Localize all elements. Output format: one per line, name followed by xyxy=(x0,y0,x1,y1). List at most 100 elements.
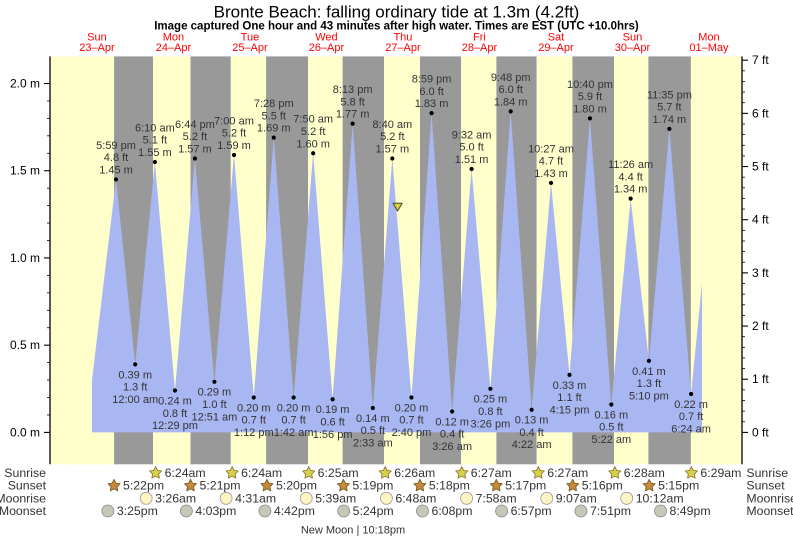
svg-text:5:10 pm: 5:10 pm xyxy=(629,390,669,402)
svg-text:4.4 ft: 4.4 ft xyxy=(618,171,642,183)
svg-text:25–Apr: 25–Apr xyxy=(232,42,268,54)
svg-text:1.77 m: 1.77 m xyxy=(336,109,370,121)
svg-text:5.0 ft: 5.0 ft xyxy=(459,142,483,154)
svg-text:6 ft: 6 ft xyxy=(752,106,769,120)
svg-text:12:00 am: 12:00 am xyxy=(112,394,158,406)
svg-text:0.19 m: 0.19 m xyxy=(316,404,350,416)
svg-text:5:59 pm: 5:59 pm xyxy=(96,140,136,152)
svg-text:8:59 pm: 8:59 pm xyxy=(412,74,452,86)
svg-text:5.8 ft: 5.8 ft xyxy=(340,96,364,108)
svg-text:0.16 m: 0.16 m xyxy=(594,409,628,421)
svg-text:4.7 ft: 4.7 ft xyxy=(539,156,563,168)
svg-text:10:40 pm: 10:40 pm xyxy=(567,79,613,91)
svg-text:4:03pm: 4:03pm xyxy=(195,504,236,518)
svg-text:3 ft: 3 ft xyxy=(752,266,769,280)
svg-text:6:44 pm: 6:44 pm xyxy=(175,119,215,131)
svg-text:5.2 ft: 5.2 ft xyxy=(301,126,325,138)
svg-text:2 ft: 2 ft xyxy=(752,319,769,333)
svg-text:0.12 m: 0.12 m xyxy=(435,416,469,428)
svg-text:0.4 ft: 0.4 ft xyxy=(519,427,543,439)
svg-text:6:10 am: 6:10 am xyxy=(135,122,175,134)
svg-text:27–Apr: 27–Apr xyxy=(385,42,421,54)
svg-text:3:26 am: 3:26 am xyxy=(432,441,472,453)
svg-text:0.7 ft: 0.7 ft xyxy=(679,411,703,423)
svg-text:1:12 pm: 1:12 pm xyxy=(234,427,274,439)
svg-text:1 ft: 1 ft xyxy=(752,372,769,386)
svg-text:1.84 m: 1.84 m xyxy=(494,96,528,108)
svg-text:Moonset: Moonset xyxy=(0,504,47,518)
svg-text:5:22 am: 5:22 am xyxy=(591,434,631,446)
svg-text:3:25pm: 3:25pm xyxy=(117,504,158,518)
svg-text:5 ft: 5 ft xyxy=(752,160,769,174)
svg-text:0.13 m: 0.13 m xyxy=(515,415,549,427)
svg-text:29–Apr: 29–Apr xyxy=(538,42,574,54)
svg-text:2.0 m: 2.0 m xyxy=(10,77,40,91)
svg-text:1.43 m: 1.43 m xyxy=(534,168,568,180)
svg-text:5:20pm: 5:20pm xyxy=(276,479,317,493)
svg-text:New Moon | 10:18pm: New Moon | 10:18pm xyxy=(301,524,405,536)
svg-text:Moonset: Moonset xyxy=(746,504,793,518)
svg-text:4:15 pm: 4:15 pm xyxy=(550,404,590,416)
svg-text:0.8 ft: 0.8 ft xyxy=(163,408,187,420)
svg-text:0.4 ft: 0.4 ft xyxy=(440,429,464,441)
svg-text:5.2 ft: 5.2 ft xyxy=(222,128,246,140)
svg-text:0.14 m: 0.14 m xyxy=(356,413,390,425)
svg-text:26–Apr: 26–Apr xyxy=(309,42,345,54)
svg-text:30–Apr: 30–Apr xyxy=(615,42,651,54)
svg-text:0.7 ft: 0.7 ft xyxy=(242,415,266,427)
svg-text:9:32 am: 9:32 am xyxy=(452,129,492,141)
svg-text:0.6 ft: 0.6 ft xyxy=(320,416,344,428)
svg-text:4.8 ft: 4.8 ft xyxy=(104,152,128,164)
svg-text:0.20 m: 0.20 m xyxy=(277,402,311,414)
svg-text:6:08pm: 6:08pm xyxy=(432,504,473,518)
svg-text:3:26 pm: 3:26 pm xyxy=(471,418,511,430)
svg-text:1.57 m: 1.57 m xyxy=(178,144,212,156)
svg-text:01–May: 01–May xyxy=(689,42,729,54)
svg-text:0.24 m: 0.24 m xyxy=(158,395,192,407)
svg-text:0 ft: 0 ft xyxy=(752,425,769,439)
svg-text:0.25 m: 0.25 m xyxy=(474,394,508,406)
svg-text:2:40 pm: 2:40 pm xyxy=(392,427,432,439)
svg-text:0.7 ft: 0.7 ft xyxy=(281,415,305,427)
svg-text:11:26 am: 11:26 am xyxy=(608,159,653,171)
svg-text:5:39am: 5:39am xyxy=(315,491,356,505)
svg-text:24–Apr: 24–Apr xyxy=(156,42,192,54)
svg-text:1.74 m: 1.74 m xyxy=(653,114,687,126)
svg-text:3:26am: 3:26am xyxy=(155,491,196,505)
svg-text:0.5 ft: 0.5 ft xyxy=(599,422,623,434)
svg-text:28–Apr: 28–Apr xyxy=(462,42,498,54)
svg-text:1.0 m: 1.0 m xyxy=(10,251,40,265)
svg-text:5.9 ft: 5.9 ft xyxy=(578,91,602,103)
svg-text:0.7 ft: 0.7 ft xyxy=(399,415,423,427)
svg-text:6:48am: 6:48am xyxy=(395,491,436,505)
svg-text:1:42 am: 1:42 am xyxy=(274,427,314,439)
svg-text:12:51 am: 12:51 am xyxy=(191,411,237,423)
svg-text:2:33 am: 2:33 am xyxy=(353,438,393,450)
svg-text:9:48 pm: 9:48 pm xyxy=(491,72,531,84)
svg-text:1.57 m: 1.57 m xyxy=(375,144,409,156)
svg-text:0.8 ft: 0.8 ft xyxy=(478,406,502,418)
svg-text:0.5 ft: 0.5 ft xyxy=(361,425,385,437)
svg-text:0.41 m: 0.41 m xyxy=(632,366,666,378)
svg-text:1.60 m: 1.60 m xyxy=(296,138,330,150)
svg-text:4:22 am: 4:22 am xyxy=(512,439,552,451)
svg-text:1.45 m: 1.45 m xyxy=(99,164,133,176)
svg-text:4 ft: 4 ft xyxy=(752,213,769,227)
svg-text:6:24 am: 6:24 am xyxy=(671,424,711,436)
svg-text:0.20 m: 0.20 m xyxy=(237,402,271,414)
svg-text:1.5 m: 1.5 m xyxy=(10,164,40,178)
svg-text:5.2 ft: 5.2 ft xyxy=(380,131,404,143)
svg-text:1.51 m: 1.51 m xyxy=(455,154,489,166)
svg-text:1.1 ft: 1.1 ft xyxy=(557,392,581,404)
svg-text:7:00 am: 7:00 am xyxy=(214,115,254,127)
svg-text:1.59 m: 1.59 m xyxy=(217,140,251,152)
svg-text:Bronte Beach: falling ordinar: Bronte Beach: falling ordinary tide at 1… xyxy=(214,3,580,22)
svg-text:6.0 ft: 6.0 ft xyxy=(498,84,522,96)
svg-text:1.80 m: 1.80 m xyxy=(573,103,607,115)
svg-text:5.7 ft: 5.7 ft xyxy=(657,102,681,114)
svg-text:5:19pm: 5:19pm xyxy=(352,479,393,493)
svg-text:1:56 pm: 1:56 pm xyxy=(313,429,353,441)
svg-text:4:31am: 4:31am xyxy=(235,491,276,505)
svg-text:1.69 m: 1.69 m xyxy=(257,123,291,135)
svg-text:1.3 ft: 1.3 ft xyxy=(637,378,661,390)
